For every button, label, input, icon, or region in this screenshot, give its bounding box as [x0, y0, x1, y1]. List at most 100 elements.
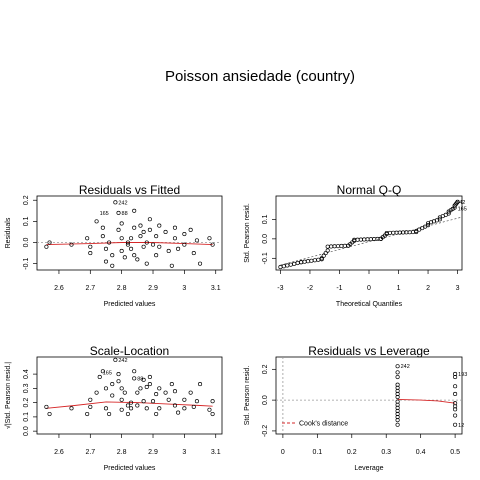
data-point	[141, 399, 146, 404]
point-label: 165	[103, 371, 112, 377]
data-point	[69, 406, 74, 411]
data-point	[144, 240, 149, 245]
y-tick-label: 0.0	[23, 238, 30, 248]
point-label: 193	[458, 372, 467, 378]
point-label: 242	[456, 200, 465, 206]
x-tick-label: -2	[307, 285, 313, 292]
data-point	[210, 411, 215, 417]
data-point	[144, 261, 149, 266]
data-point	[172, 403, 178, 408]
data-point	[323, 251, 328, 256]
x-tick-label: 0.5	[450, 449, 460, 456]
y-axis-label: √|Std. Pearson resid.|	[4, 362, 12, 429]
x-tick-label: 3.1	[211, 449, 221, 456]
data-point	[94, 219, 99, 224]
data-point	[453, 413, 458, 418]
x-tick-label: 3	[182, 285, 186, 292]
data-point	[47, 240, 52, 245]
data-point	[395, 394, 400, 400]
x-tick-label: 1	[397, 285, 401, 292]
data-point	[85, 236, 90, 241]
data-point	[132, 376, 137, 381]
data-point	[191, 251, 196, 256]
panel-4: Residuals vs Leverage 0 0.1 0.2 0.3 0.4 0.5 -0.…	[244, 344, 467, 472]
data-point	[182, 406, 187, 411]
x-axis-label: Leverage	[354, 465, 383, 472]
point-label: 242	[118, 358, 127, 364]
data-point	[88, 404, 93, 409]
x-tick-label: 2.9	[148, 285, 158, 292]
x-axis-label: Predicted values	[104, 465, 156, 472]
data-point	[163, 390, 168, 395]
figure-title: Poisson ansiedade (country)	[165, 68, 355, 85]
data-point	[154, 234, 159, 239]
data-point	[132, 225, 137, 230]
x-tick-label: -3	[277, 285, 283, 292]
data-point	[135, 257, 140, 262]
data-point	[129, 236, 134, 241]
data-point	[182, 242, 187, 247]
data-point	[157, 386, 162, 391]
data-point	[103, 246, 109, 251]
data-point	[119, 407, 124, 412]
data-point	[163, 229, 168, 234]
x-axis-label: Theoretical Quantiles	[336, 301, 403, 308]
data-point	[103, 406, 109, 411]
x-tick-label: 2.6	[54, 285, 64, 292]
y-tick-label: 0.3	[23, 383, 30, 393]
data-point	[129, 400, 134, 405]
y-tick-label: 0.0	[23, 426, 30, 436]
data-point	[194, 399, 199, 404]
data-point	[107, 240, 112, 245]
x-tick-label: 0	[281, 449, 285, 456]
data-point	[198, 261, 203, 266]
data-point	[125, 242, 130, 247]
y-axis-label: Std. Pearson resid.	[244, 203, 251, 263]
panel-1: Residuals vs Fitted 2.6 2.7 2.8 2.9 3 3.1 -0.1 0…	[5, 183, 223, 308]
data-point	[88, 244, 93, 249]
y-tick-label: 0.0	[262, 395, 269, 405]
data-point	[425, 223, 431, 228]
data-point	[116, 372, 121, 377]
data-point	[172, 389, 178, 394]
y-tick-label: 0.1	[23, 412, 30, 422]
data-point	[453, 374, 458, 380]
data-point	[103, 386, 109, 391]
smooth-line	[397, 398, 456, 404]
y-tick-label: 0.2	[23, 195, 30, 205]
data-point	[144, 384, 149, 389]
data-point	[122, 390, 127, 395]
data-point	[85, 411, 90, 417]
data-point	[113, 357, 118, 362]
data-point	[100, 225, 105, 230]
data-point	[110, 253, 115, 258]
data-point	[141, 229, 146, 234]
data-point	[147, 382, 152, 387]
data-point	[169, 382, 174, 387]
y-axis-label: Std. Pearson resid.	[244, 366, 251, 426]
x-axis-label: Predicted values	[104, 301, 156, 308]
x-tick-label: 2.9	[148, 449, 158, 456]
data-point	[453, 391, 458, 397]
data-point	[182, 397, 187, 402]
data-point	[110, 263, 115, 268]
y-axis-label: Residuals	[5, 217, 12, 248]
plot-frame	[275, 356, 463, 435]
data-point	[119, 248, 124, 254]
data-point	[325, 248, 330, 253]
data-point	[453, 407, 458, 412]
x-tick-label: 0.4	[416, 449, 426, 456]
data-point	[207, 236, 212, 241]
point-label: 88	[137, 376, 143, 382]
point-label: 12	[458, 423, 464, 429]
data-point	[125, 240, 130, 245]
x-tick-label: 3	[182, 449, 186, 456]
data-point	[119, 236, 124, 241]
data-point	[194, 238, 199, 243]
qq-reference-line	[280, 217, 461, 266]
data-point	[172, 225, 178, 230]
data-point	[69, 242, 74, 247]
data-point	[110, 382, 115, 387]
data-point	[119, 386, 124, 391]
data-point	[100, 369, 105, 374]
